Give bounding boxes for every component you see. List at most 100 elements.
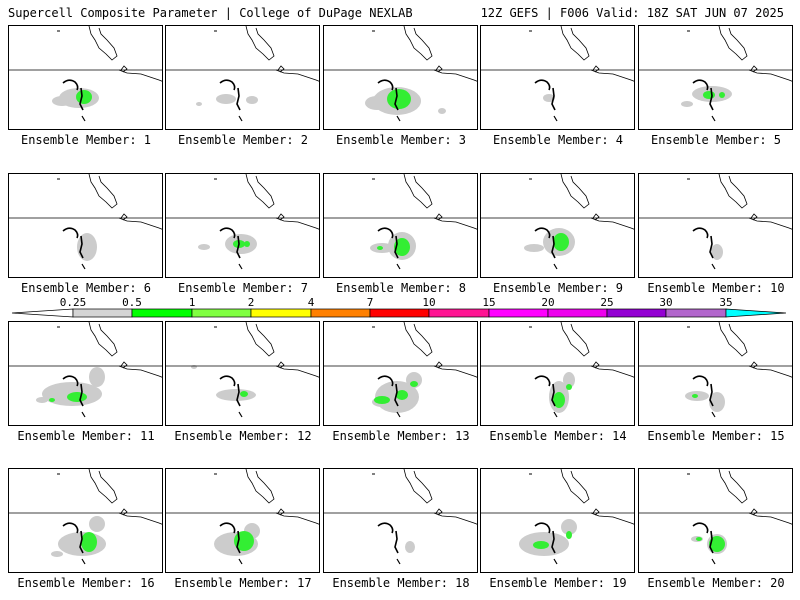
coastline xyxy=(590,365,634,378)
coastline xyxy=(748,217,792,230)
colorbar-tick-label: 25 xyxy=(600,296,614,309)
lake-outline xyxy=(81,263,86,270)
member-map-17 xyxy=(166,469,319,565)
lake-outline xyxy=(396,115,401,122)
member-panel-3 xyxy=(323,25,478,130)
hudson-bay-outline xyxy=(560,322,590,357)
hudson-bay-outline xyxy=(245,469,275,504)
coastline xyxy=(433,69,477,82)
colorbar-tick-label: 15 xyxy=(482,296,496,309)
island-outline xyxy=(277,65,285,73)
member-map-20 xyxy=(639,469,792,565)
colorbar-segment xyxy=(11,308,74,318)
lake-outline xyxy=(62,375,79,387)
hudson-bay-outline xyxy=(718,26,748,61)
lake-outline xyxy=(81,411,86,418)
member-map-4 xyxy=(481,26,634,122)
lake-outline xyxy=(396,263,401,270)
coastline xyxy=(118,512,162,525)
coastline xyxy=(748,512,792,525)
hudson-bay-outline xyxy=(88,469,118,504)
lake-outline xyxy=(709,87,714,111)
hudson-bay-outline xyxy=(718,174,748,209)
hudson-bay-outline xyxy=(560,469,590,504)
lake-outline xyxy=(551,383,556,407)
lake-outline xyxy=(709,235,714,259)
colorbar-segment xyxy=(131,308,193,318)
member-map-2 xyxy=(166,26,319,122)
member-panel-9 xyxy=(480,173,635,278)
scp-green-area xyxy=(410,381,418,387)
lake-outline xyxy=(394,87,399,111)
coastline xyxy=(433,217,477,230)
colorbar-segment xyxy=(547,308,608,318)
hudson-bay-outline xyxy=(403,26,433,61)
lake-outline xyxy=(219,375,236,387)
scp-gray-area xyxy=(681,101,693,107)
lake-outline xyxy=(236,530,241,554)
member-panel-1 xyxy=(8,25,163,130)
colorbar-segment xyxy=(369,308,430,318)
scp-gray-area xyxy=(216,389,256,401)
lake-outline xyxy=(692,522,709,534)
scp-gray-area xyxy=(198,244,210,250)
scp-gray-area xyxy=(246,96,258,104)
colorbar-segment xyxy=(191,308,252,318)
scp-gray-area xyxy=(196,102,202,106)
lake-outline xyxy=(377,375,394,387)
scp-gray-area xyxy=(543,94,555,102)
hudson-bay-outline xyxy=(403,469,433,504)
scp-gray-area xyxy=(51,551,63,557)
scp-gray-area xyxy=(709,392,725,412)
scp-gray-area xyxy=(216,94,236,104)
hudson-bay-outline xyxy=(403,322,433,357)
member-label: Ensemble Member: 18 xyxy=(332,576,470,590)
scp-green-area xyxy=(240,391,248,397)
member-map-19 xyxy=(481,469,634,565)
lake-outline xyxy=(238,263,243,270)
member-panel-19 xyxy=(480,468,635,573)
scp-green-area xyxy=(692,394,698,398)
colorbar-tick-label: 4 xyxy=(307,296,315,309)
coastline xyxy=(118,365,162,378)
member-label: Ensemble Member: 4 xyxy=(492,133,624,147)
member-label: Ensemble Member: 1 xyxy=(20,133,152,147)
member-label: Ensemble Member: 11 xyxy=(17,429,155,443)
lake-outline xyxy=(711,558,716,565)
scp-green-area xyxy=(387,89,411,109)
hudson-bay-outline xyxy=(88,322,118,357)
island-outline xyxy=(120,65,128,73)
lake-outline xyxy=(692,227,709,239)
hudson-bay-outline xyxy=(403,174,433,209)
lake-outline xyxy=(553,115,558,122)
coastline xyxy=(590,512,634,525)
island-outline xyxy=(277,361,285,369)
island-outline xyxy=(592,65,600,73)
lake-outline xyxy=(79,87,84,111)
member-panel-6 xyxy=(8,173,163,278)
coastline xyxy=(275,69,319,82)
coastline xyxy=(433,512,477,525)
lake-outline xyxy=(553,558,558,565)
member-map-15 xyxy=(639,322,792,418)
member-panel-8 xyxy=(323,173,478,278)
scp-green-area xyxy=(374,396,390,404)
island-outline xyxy=(435,508,443,516)
lake-outline xyxy=(238,411,243,418)
hudson-bay-outline xyxy=(88,174,118,209)
member-label: Ensemble Member: 9 xyxy=(492,281,624,295)
island-outline xyxy=(592,361,600,369)
coastline xyxy=(433,365,477,378)
member-panel-4 xyxy=(480,25,635,130)
lake-outline xyxy=(709,383,714,407)
header-right-valid-time: 12Z GEFS | F006 Valid: 18Z SAT JUN 07 20… xyxy=(480,6,784,20)
scp-gray-area xyxy=(438,108,446,114)
coastline xyxy=(748,365,792,378)
scp-green-area xyxy=(553,233,569,251)
colorbar-tick-label: 35 xyxy=(719,296,733,309)
island-outline xyxy=(120,361,128,369)
member-label: Ensemble Member: 15 xyxy=(647,429,785,443)
scp-gray-area xyxy=(524,244,544,252)
hudson-bay-outline xyxy=(245,322,275,357)
lake-outline xyxy=(551,530,556,554)
